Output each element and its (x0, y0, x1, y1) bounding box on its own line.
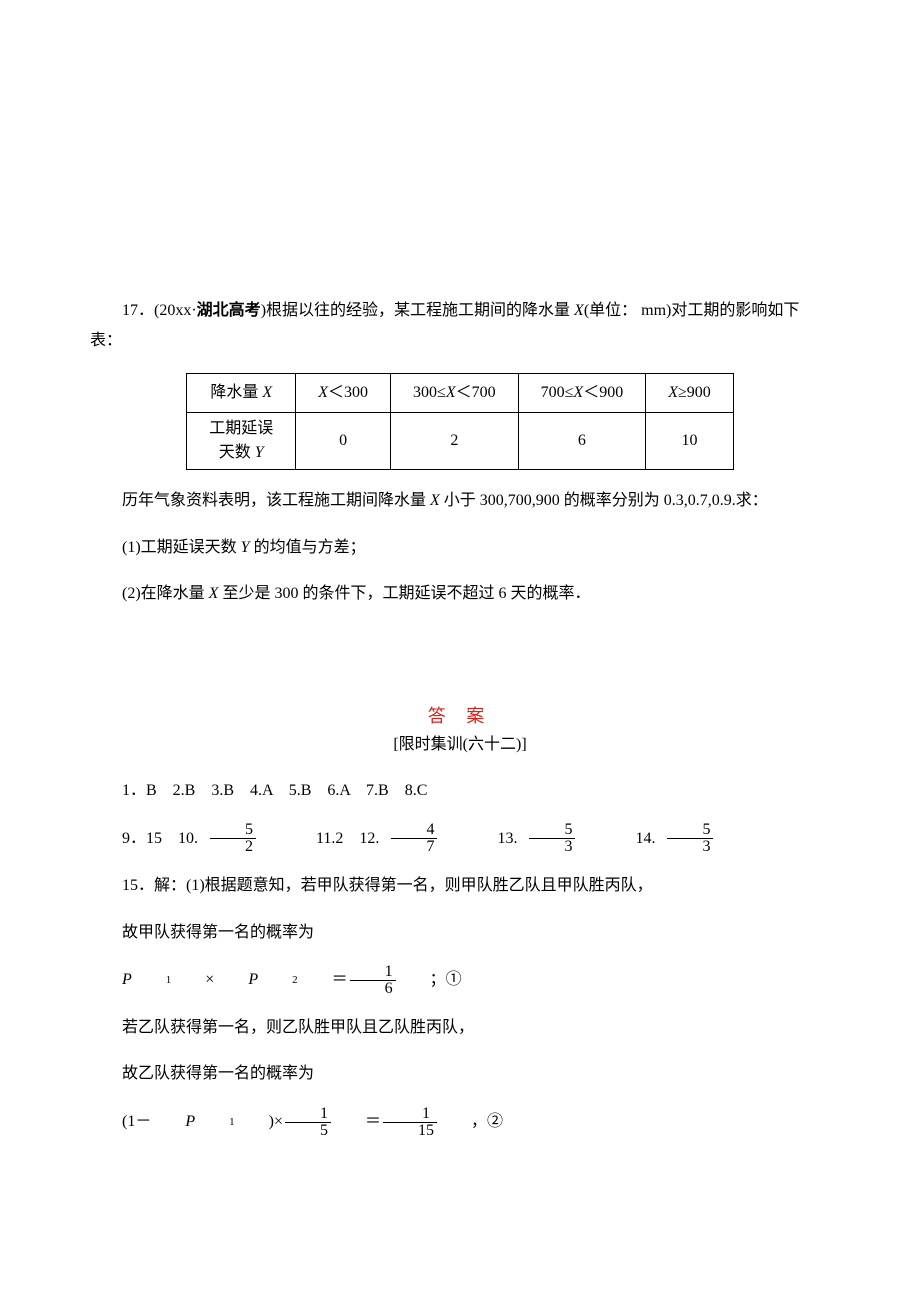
frac-eq2b: 1 15 (383, 1106, 437, 1139)
text: 的均值与方差； (250, 539, 366, 556)
cell-var: X (668, 384, 678, 401)
den: 5 (285, 1123, 331, 1139)
frac-eq1: 1 6 (350, 964, 396, 997)
answer-block: 1．B 2.B 3.B 4.A 5.B 6.A 7.B 8.C 9．15 10.… (90, 776, 830, 1139)
frac-14: 5 3 (667, 822, 713, 855)
mid1: 11.2 12. (268, 824, 379, 854)
frac-12: 4 7 (391, 822, 437, 855)
den: 15 (383, 1123, 437, 1139)
num: 1 (350, 964, 396, 981)
q15-l4: 若乙队获得第一名，则乙队胜甲队且乙队胜丙队， (90, 1013, 830, 1043)
num: 5 (210, 822, 256, 839)
num: 5 (529, 822, 575, 839)
p: P (153, 1107, 195, 1137)
text: (1)工期延误天数 (122, 539, 241, 556)
frac-eq2a: 1 5 (285, 1106, 331, 1139)
var: X (209, 585, 219, 602)
frac-13: 5 3 (529, 822, 575, 855)
cell-text: ＜700 (456, 384, 496, 401)
text: 历年气象资料表明，该工程施工期间降水量 (122, 492, 430, 509)
p1: P (90, 965, 132, 995)
answers-line2: 9．15 10. 5 2 11.2 12. 4 7 13. 5 3 14. 5 … (90, 822, 830, 855)
den: 2 (210, 839, 256, 855)
den: 3 (667, 839, 713, 855)
sub2: 2 (260, 970, 298, 991)
table-row: 工期延误 天数 Y 0 2 6 10 (187, 413, 734, 470)
cell-var: X (573, 384, 583, 401)
sub: 1 (197, 1112, 235, 1133)
den: 7 (391, 839, 437, 855)
cell-r1c2: X＜300 (296, 373, 391, 412)
q15-l5: 故乙队获得第一名的概率为 (90, 1059, 830, 1089)
lp: (1－ (90, 1107, 151, 1137)
table-row: 降水量 X X＜300 300≤X＜700 700≤X＜900 X≥900 (187, 373, 734, 412)
cell-r1c5: X≥900 (646, 373, 734, 412)
cell-text: ＜900 (583, 384, 623, 401)
eq1: P1×P2＝ 1 6 ；① (90, 964, 830, 997)
eq2: (1－P1)× 1 5 ＝ 1 15 ，② (90, 1106, 830, 1139)
mid2: 13. (449, 824, 517, 854)
cell-text: 700≤ (541, 384, 574, 401)
answer-subtitle: [限时集训(六十二)] (90, 730, 830, 760)
text: 至少是 300 的条件下，工期延误不超过 6 天的概率． (218, 585, 590, 602)
q17-prefix: 17．(20xx· (122, 302, 197, 319)
den: 3 (529, 839, 575, 855)
cell-text: ≥900 (678, 384, 711, 401)
text: 小于 300,700,900 的概率分别为 0.3,0.7,0.9.求： (440, 492, 768, 509)
q17-sub1: (1)工期延误天数 Y 的均值与方差； (90, 533, 830, 563)
cell-header-y: 工期延误 天数 Y (187, 413, 296, 470)
cell-text: 天数 (219, 444, 255, 461)
cell-text: 300≤ (413, 384, 446, 401)
cell-r2c2: 0 (296, 413, 391, 470)
q15-intro: 15．解：(1)根据题意知，若甲队获得第一名，则甲队胜乙队且甲队胜丙队， (90, 871, 830, 901)
text: (2)在降水量 (122, 585, 209, 602)
num: 4 (391, 822, 437, 839)
q17-para2: 历年气象资料表明，该工程施工期间降水量 X 小于 300,700,900 的概率… (90, 486, 830, 516)
q17-after: )根据以往的经验，某工程施工期间的降水量 (261, 302, 574, 319)
rp: )× (237, 1107, 283, 1137)
cell-text: 降水量 (210, 384, 262, 401)
mid3: 14. (587, 824, 655, 854)
cell-text: 工期延误 (209, 420, 273, 437)
num: 5 (667, 822, 713, 839)
cell-var: X (262, 384, 272, 401)
var: X (430, 492, 440, 509)
q17-source: 湖北高考 (197, 302, 261, 319)
times: × (173, 965, 214, 995)
den: 6 (350, 981, 396, 997)
q17-varx: X (574, 302, 584, 319)
q15-l2: 故甲队获得第一名的概率为 (90, 918, 830, 948)
p2: P (216, 965, 258, 995)
page: 17．(20xx·湖北高考)根据以往的经验，某工程施工期间的降水量 X(单位： … (0, 0, 920, 1302)
cell-r2c3: 2 (391, 413, 519, 470)
eq: ＝ (333, 1107, 381, 1137)
cell-header-x: 降水量 X (187, 373, 296, 412)
num: 1 (285, 1106, 331, 1123)
eq: ＝ (300, 965, 348, 995)
cell-var: Y (255, 444, 264, 461)
q17-sub2: (2)在降水量 X 至少是 300 的条件下，工期延误不超过 6 天的概率． (90, 579, 830, 609)
q17-intro: 17．(20xx·湖北高考)根据以往的经验，某工程施工期间的降水量 X(单位： … (90, 296, 830, 357)
cell-r1c3: 300≤X＜700 (391, 373, 519, 412)
frac-10: 5 2 (210, 822, 256, 855)
answers-line1: 1．B 2.B 3.B 4.A 5.B 6.A 7.B 8.C (90, 776, 830, 806)
lead9: 9．15 10. (90, 824, 198, 854)
answer-title: 答 案 (90, 699, 830, 733)
num: 1 (383, 1106, 437, 1123)
var: Y (241, 539, 250, 556)
cell-var: X (318, 384, 328, 401)
cell-r1c4: 700≤X＜900 (518, 373, 646, 412)
tail: ，② (439, 1107, 503, 1137)
cell-r2c4: 6 (518, 413, 646, 470)
cell-r2c5: 10 (646, 413, 734, 470)
q17-table: 降水量 X X＜300 300≤X＜700 700≤X＜900 X≥900 工期… (186, 373, 734, 470)
sub1: 1 (134, 970, 172, 991)
cell-text: ＜300 (328, 384, 368, 401)
tail: ；① (398, 965, 462, 995)
cell-var: X (446, 384, 456, 401)
